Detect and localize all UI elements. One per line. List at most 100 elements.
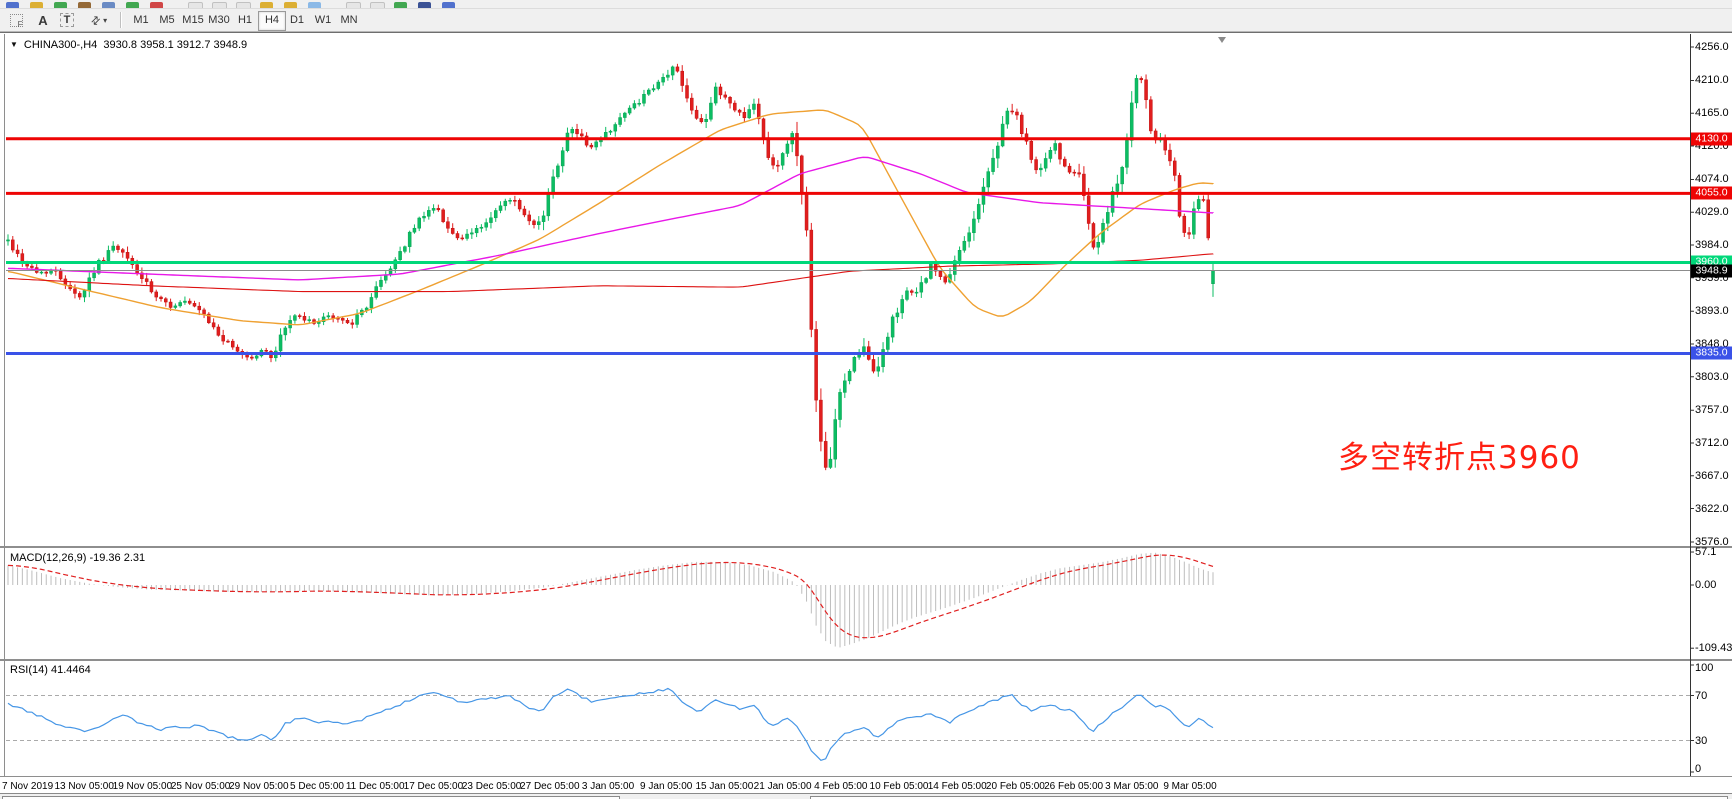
time-tick-label: 23 Dec 05:00 [461, 781, 522, 792]
toolbar-clipped-icon[interactable] [54, 2, 67, 8]
time-tick-label: 9 Jan 05:00 [640, 781, 693, 792]
chart-annotation-text: 多空转折点3960 [1338, 440, 1581, 476]
time-tick-label: 3 Jan 05:00 [581, 781, 635, 792]
grid-snap-icon[interactable]: F [6, 11, 26, 29]
docked-window-edge [810, 796, 1728, 799]
toolbar-clipped-icon[interactable] [308, 2, 321, 8]
price-badge-4055.0: 4055.0 [1691, 186, 1732, 200]
toolbar-clipped-icon[interactable] [236, 2, 251, 8]
timeframe-button-h1[interactable]: H1 [237, 14, 253, 26]
toolbar-clipped-icon[interactable] [346, 2, 361, 8]
time-tick-label: 29 Nov 05:00 [229, 781, 289, 792]
price-tick-label: 3622.0 [1695, 502, 1729, 515]
docked-panels-clipped-row [0, 793, 1732, 799]
macd-tick-label: 0.00 [1695, 579, 1717, 591]
rsi-line [7, 687, 1214, 761]
ma-magenta-line [7, 156, 1214, 281]
price-tick-label: 4074.0 [1695, 173, 1729, 186]
toolbar-clipped-icon[interactable] [212, 2, 227, 8]
toolbar-clipped-icon[interactable] [260, 2, 273, 8]
timeframe-button-h4[interactable]: H4 [258, 11, 286, 31]
toolbar-clipped-icon[interactable] [126, 2, 139, 8]
label-tool-icon[interactable]: A [34, 11, 52, 29]
rsi-tick-label: 30 [1695, 734, 1708, 747]
grid-icon-label: F [17, 19, 23, 29]
chart-ohlc-values: 3930.8 3958.1 3912.7 3948.9 [103, 39, 248, 51]
toolbar-clipped-icon[interactable] [394, 2, 407, 8]
chevron-down-icon: ▾ [103, 15, 108, 25]
candles-group [6, 63, 1215, 471]
time-tick-label: 3 Mar 05:00 [1105, 781, 1159, 792]
timeframe-button-m15[interactable]: M15 [182, 14, 204, 26]
toolbar-clipped-icon[interactable] [30, 2, 43, 8]
price-tick-label: 3576.0 [1695, 536, 1729, 548]
toolbar-clipped-icon[interactable] [418, 2, 431, 8]
macd-label: MACD(12,26,9) -19.36 2.31 [10, 552, 146, 564]
object-arrows-tool[interactable]: ⇄ ▾ [84, 11, 114, 29]
price-tick-label: 3712.0 [1695, 437, 1729, 449]
label-tool-letter: A [38, 12, 48, 28]
rsi-tick-label: 70 [1695, 689, 1708, 702]
rsi-tick-label: 100 [1695, 662, 1714, 674]
chart-window[interactable]: ▼ CHINA300-,H4 3930.8 3958.1 3912.7 3948.… [0, 32, 1732, 794]
toolbar-clipped-icon[interactable] [442, 2, 455, 8]
timeframe-button-w1[interactable]: W1 [314, 14, 332, 26]
price-tick-label: 3984.0 [1695, 239, 1729, 251]
chart-title: ▼ CHINA300-,H4 3930.8 3958.1 3912.7 3948.… [10, 39, 247, 51]
price-tick-label: 3667.0 [1695, 469, 1729, 482]
time-tick-label: 14 Feb 05:00 [927, 781, 987, 792]
time-tick-label: 20 Feb 05:00 [985, 781, 1045, 792]
price-tick-label: 3893.0 [1695, 305, 1729, 318]
toolbar-clipped-icon[interactable] [150, 2, 163, 8]
toolbar-main: F A T ⇄ ▾ M1 M5 M15 M30 H1 H4 D1 W1 MN [0, 9, 1732, 32]
time-tick-label: 10 Feb 05:00 [869, 781, 929, 792]
text-tool-icon[interactable]: T [58, 11, 76, 29]
price-tick-label: 4029.0 [1695, 206, 1729, 219]
panel-borders [0, 34, 1732, 794]
rsi-tick-label: 0 [1695, 763, 1702, 775]
rsi-label: RSI(14) 41.4464 [10, 664, 91, 676]
ma-red-line [7, 253, 1214, 293]
time-tick-label: 13 Nov 05:00 [54, 781, 114, 792]
chart-shift-marker[interactable] [1218, 37, 1226, 43]
price-badge-4130.0: 4130.0 [1691, 132, 1732, 146]
toolbar-clipped-icon[interactable] [6, 2, 19, 8]
toolbar-clipped-icon[interactable] [370, 2, 385, 8]
timeframe-button-m5[interactable]: M5 [159, 14, 175, 26]
docked-window-edge [2, 796, 620, 799]
time-tick-label: 11 Dec 05:00 [345, 781, 405, 792]
toolbar-clipped-icon[interactable] [284, 2, 297, 8]
timeframe-button-d1[interactable]: D1 [289, 14, 305, 26]
symbol-dropdown-icon[interactable]: ▼ [10, 40, 18, 49]
macd-tick-label: -109.43 [1695, 642, 1732, 655]
time-tick-label: 9 Mar 05:00 [1163, 781, 1217, 792]
macd-tick-label: 57.1 [1695, 546, 1717, 559]
time-tick-label: 19 Nov 05:00 [112, 781, 173, 792]
timeframe-button-mn[interactable]: MN [340, 14, 358, 26]
time-tick-label: 21 Jan 05:00 [753, 781, 812, 792]
chart-symbol-timeframe: CHINA300-,H4 [23, 39, 98, 51]
time-tick-label: 27 Dec 05:00 [520, 781, 580, 792]
price-tick-label: 3803.0 [1695, 370, 1729, 383]
time-tick-label: 5 Dec 05:00 [290, 781, 344, 792]
toolbar-clipped-icon[interactable] [78, 2, 91, 8]
grid-icon: F [9, 13, 23, 29]
axis-ticks [1690, 46, 1694, 773]
macd-signal-line [7, 554, 1214, 639]
current-price-badge: 3948.9 [1691, 264, 1732, 278]
time-tick-label: 25 Nov 05:00 [170, 781, 231, 792]
timeframe-button-m1[interactable]: M1 [133, 14, 149, 26]
text-tool-letter: T [59, 13, 75, 27]
price-tick-label: 4165.0 [1695, 107, 1729, 120]
timeframe-button-m30[interactable]: M30 [208, 14, 230, 26]
time-tick-label: 15 Jan 05:00 [695, 781, 754, 792]
toolbar-clipped-icon[interactable] [102, 2, 115, 8]
toolbar-clipped-icon[interactable] [188, 2, 203, 8]
price-badge-3835.0: 3835.0 [1691, 346, 1732, 360]
time-tick-label: 4 Feb 05:00 [814, 781, 868, 792]
toolbar-separator [120, 12, 122, 28]
toolbar-top-clipped-row [0, 0, 1732, 9]
price-tick-label: 4210.0 [1695, 74, 1729, 87]
